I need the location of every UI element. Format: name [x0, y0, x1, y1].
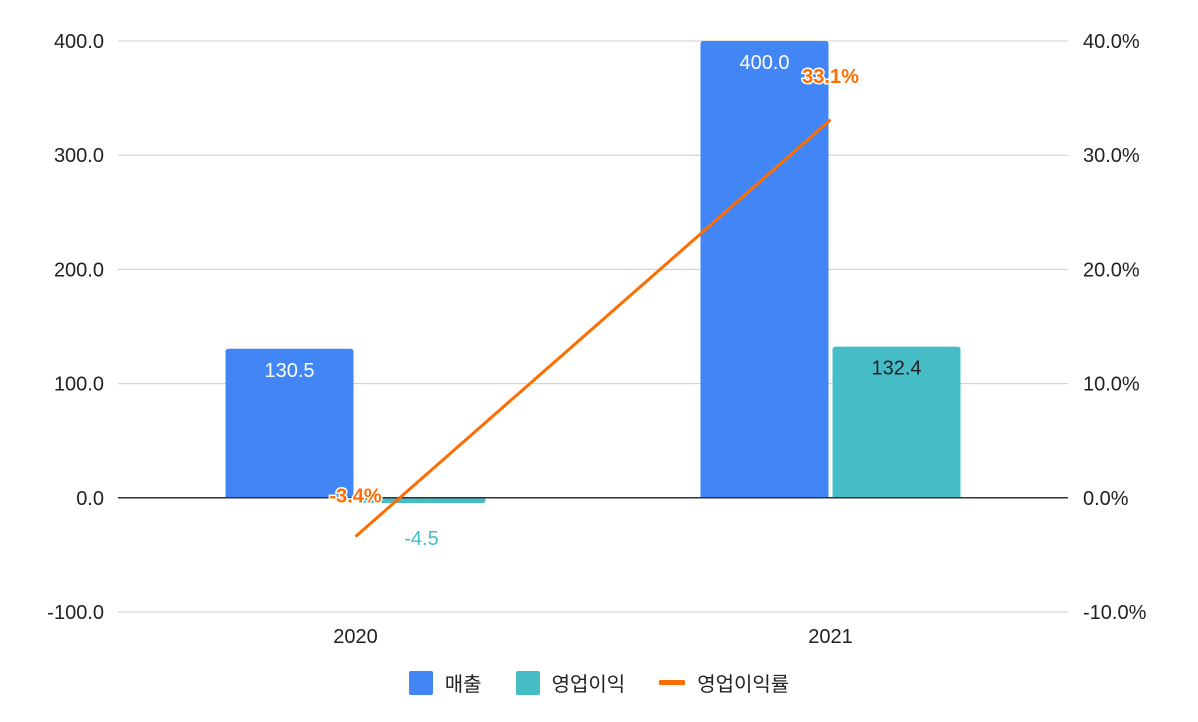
legend-item-operating-margin[interactable]: 영업이익률: [659, 668, 789, 697]
data-label: -4.5: [404, 528, 438, 550]
legend-swatch-operating-margin: [659, 680, 686, 685]
y-left-tick-label: 0.0: [76, 488, 104, 510]
x-tick-label: 2021: [808, 626, 853, 648]
y-left-tick-label: -100.0: [47, 602, 104, 624]
data-label-margin: -3.4%: [329, 486, 381, 508]
legend-swatch-operating-profit: [515, 670, 540, 695]
legend-item-revenue[interactable]: 매출: [408, 668, 482, 697]
legend-label-operating-margin: 영업이익률: [697, 672, 790, 696]
y-right-tick-label: 30.0%: [1083, 145, 1140, 167]
bar-operating-profit-2021: [832, 346, 961, 498]
y-right-tick-label: 0.0%: [1083, 488, 1129, 510]
legend: 매출 영업이익 영업이익률: [0, 668, 1198, 697]
legend-label-revenue: 매출: [444, 672, 482, 696]
y-right-tick-label: 40.0%: [1083, 31, 1140, 53]
legend-item-operating-profit[interactable]: 영업이익: [515, 668, 626, 697]
x-tick-label: 2020: [333, 626, 378, 648]
data-label: 132.4: [871, 358, 921, 380]
data-label-margin: 33.1%: [802, 66, 859, 88]
bar-operating-profit-2020: [357, 497, 486, 503]
line-operating-margin: [354, 118, 832, 538]
data-label: 400.0: [739, 52, 789, 74]
y-right-tick-label: -10.0%: [1083, 602, 1147, 624]
combo-chart: 400.0 40.0% 300.0 30.0% 200.0 20.0% 100.0 10.0%…: [47, 31, 1147, 648]
legend-swatch-revenue: [408, 670, 433, 695]
y-left-tick-label: 400.0: [54, 31, 104, 53]
data-label: 130.5: [264, 360, 314, 382]
y-left-tick-label: 300.0: [54, 145, 104, 167]
y-left-tick-label: 200.0: [54, 259, 104, 281]
legend-label-operating-profit: 영업이익: [551, 672, 626, 696]
y-left-tick-label: 100.0: [54, 374, 104, 396]
bar-revenue-2021: [700, 41, 829, 498]
y-right-tick-label: 10.0%: [1083, 374, 1140, 396]
y-right-tick-label: 20.0%: [1083, 259, 1140, 281]
bar-revenue-2020: [225, 348, 354, 498]
